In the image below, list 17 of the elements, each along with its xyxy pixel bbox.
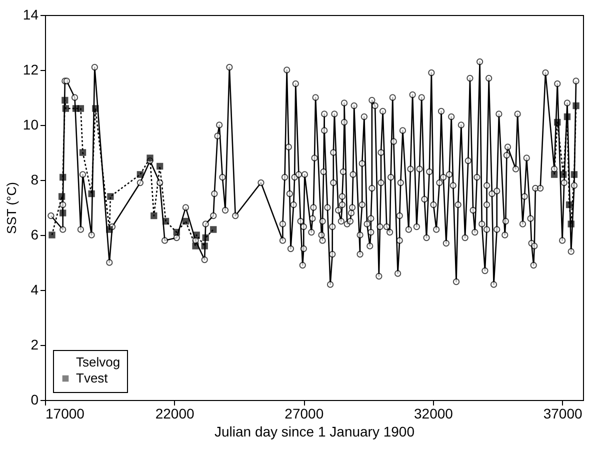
legend-label: Tvest	[76, 370, 108, 386]
y-tick-label: 4	[30, 282, 39, 298]
y-tick-label: 0	[30, 392, 39, 408]
y-tick-label: 8	[30, 172, 39, 188]
text: Tselvog	[76, 354, 120, 370]
x-tick-label: 32000	[414, 406, 454, 422]
y-tick-label: 12	[22, 62, 39, 78]
y-tick-label: 2	[30, 336, 39, 352]
x-tick-label: 22000	[155, 406, 195, 422]
x-tick-label: 37000	[543, 406, 582, 422]
y-axis-title: SST (°C)	[4, 182, 19, 234]
x-tick-label: 27000	[284, 406, 324, 422]
y-tick-label: 10	[22, 116, 39, 132]
y-tick-label: 14	[22, 6, 39, 22]
x-axis-title: Julian day since 1 January 1900	[214, 424, 415, 440]
x-tick-label: 17000	[46, 406, 85, 422]
y-tick-label: 6	[30, 226, 39, 242]
